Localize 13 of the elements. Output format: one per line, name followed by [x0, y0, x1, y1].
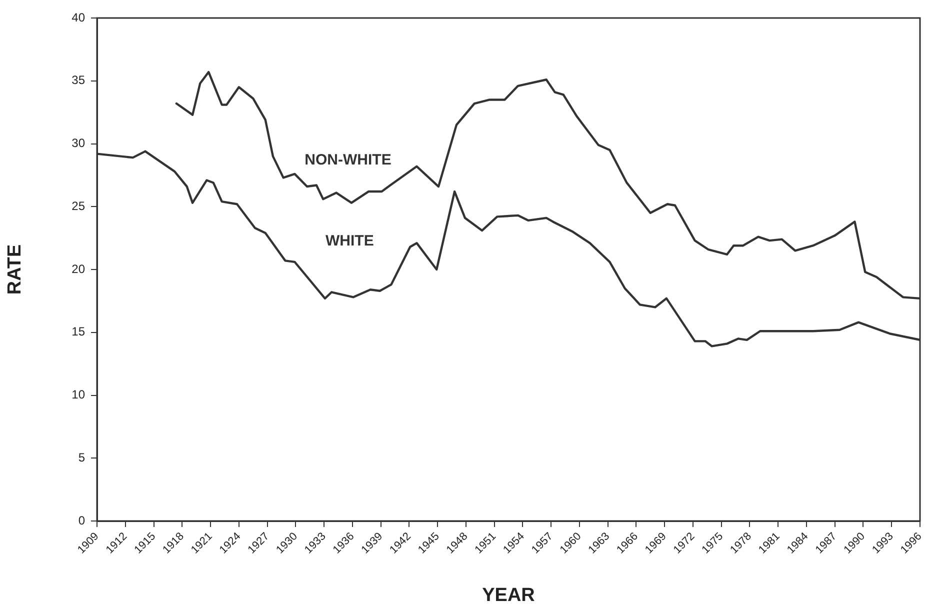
y-tick-label: 0	[78, 513, 86, 528]
y-tick-label: 20	[72, 262, 86, 276]
y-tick-label: 10	[72, 388, 86, 402]
y-tick-label: 30	[72, 136, 86, 150]
y-tick-label: 5	[78, 450, 86, 464]
y-axis-title: RATE	[4, 244, 26, 295]
text: WHITE	[325, 232, 374, 250]
x-axis-title: YEAR	[482, 584, 536, 606]
y-tick-label: 35	[72, 73, 86, 88]
series-label: NON-WHITE	[304, 152, 392, 169]
y-tick-label: 15	[72, 324, 86, 339]
y-tick-label: 40	[72, 10, 86, 24]
y-tick-label: 25	[72, 198, 86, 213]
